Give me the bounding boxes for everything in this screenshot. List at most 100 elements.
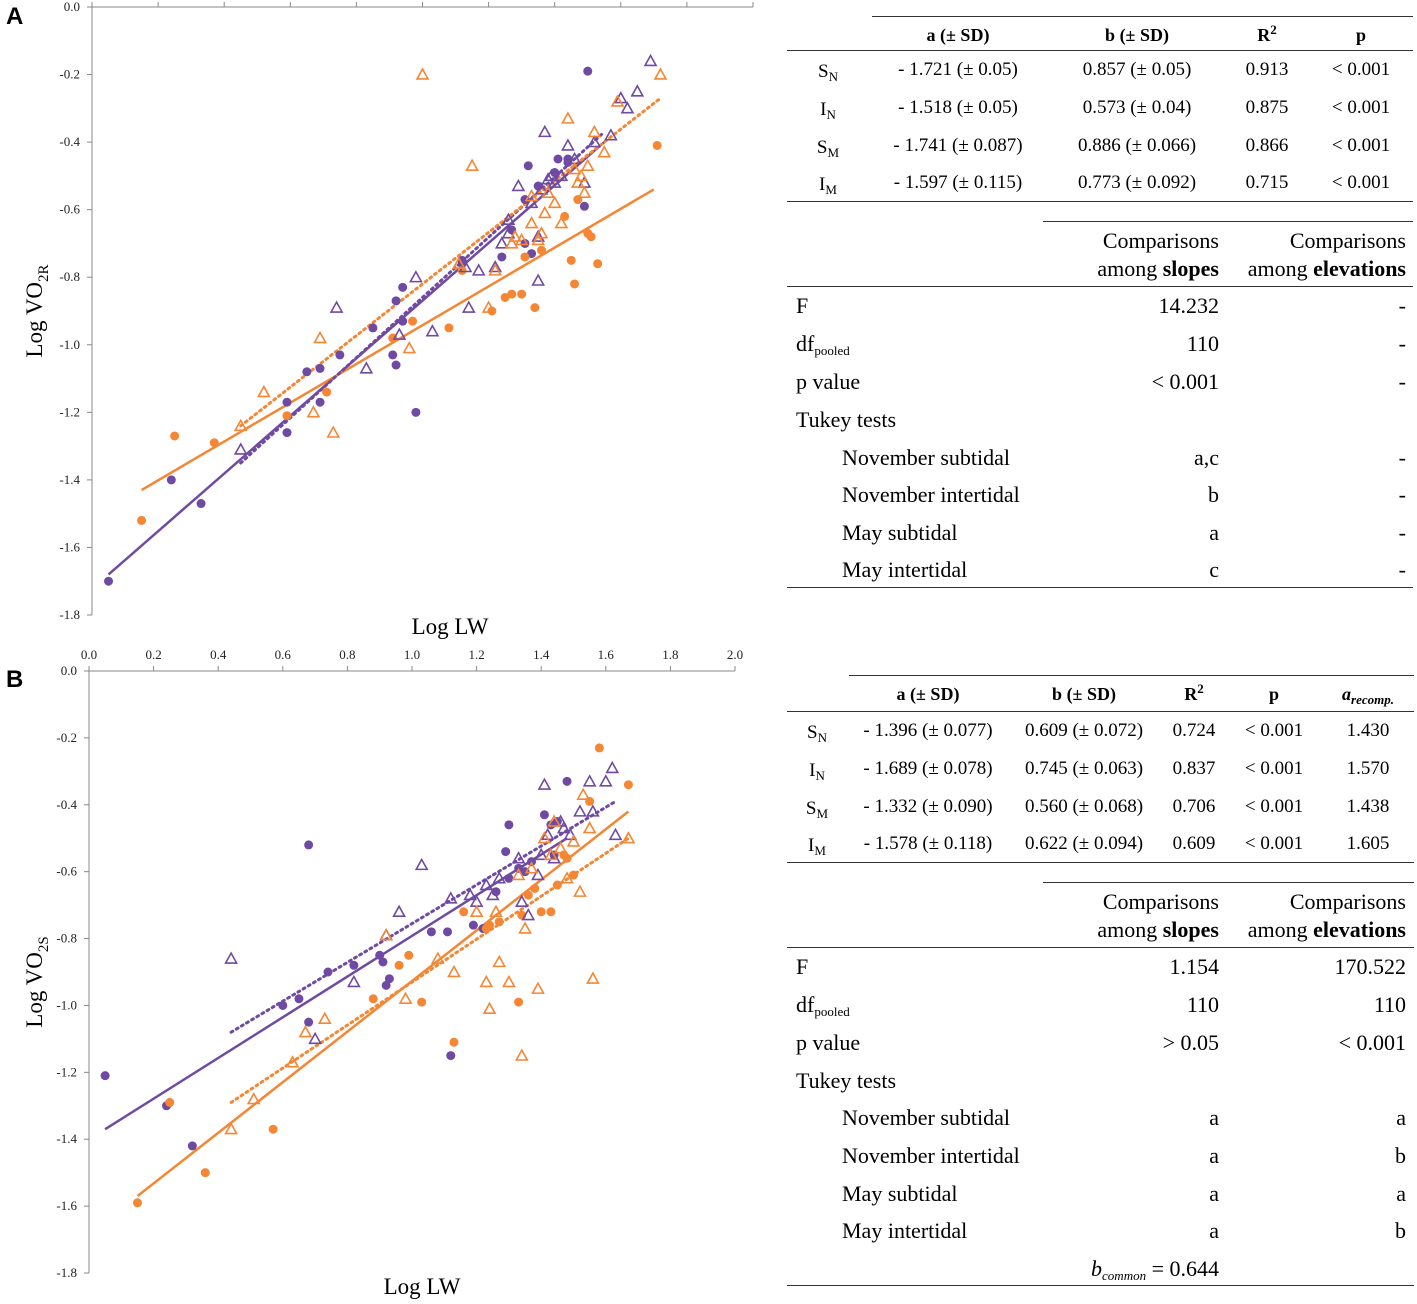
data-point: [349, 960, 359, 970]
cell-r2: 0.866: [1245, 135, 1289, 156]
data-point: [166, 475, 176, 485]
data-point: [100, 1071, 110, 1081]
data-point: [306, 405, 321, 418]
data-point: [398, 991, 413, 1004]
data-point: [534, 182, 549, 195]
x-tick-label: 0.8: [339, 647, 355, 662]
data-point: [643, 53, 658, 67]
data-point: [489, 904, 503, 917]
data-point: [583, 66, 593, 76]
y-tick-label: 0.0: [61, 663, 77, 678]
tukey-slopes: a,c: [1193, 445, 1219, 470]
data-point: [447, 964, 461, 978]
data-point: [488, 263, 503, 276]
data-point: [523, 161, 533, 171]
data-point: [598, 774, 613, 787]
data-point: [224, 951, 238, 964]
data-point: [384, 974, 394, 984]
tukey-elevations: a: [1396, 1105, 1406, 1130]
fit-line: [136, 810, 630, 1198]
data-point: [570, 175, 585, 188]
data-point: [573, 884, 587, 897]
x-tick-label: 1.6: [598, 647, 615, 662]
data-point: [388, 350, 398, 360]
data-point: [459, 907, 469, 917]
data-point: [323, 967, 333, 977]
cell-a: - 1.518 (± 0.05): [898, 97, 1018, 118]
data-point: [426, 927, 436, 937]
data-point: [282, 411, 292, 421]
cell-a: - 1.721 (± 0.05): [898, 59, 1018, 80]
data-point: [537, 831, 552, 844]
header-r2: R2: [1257, 22, 1277, 45]
cell-a-recomp: 1.605: [1346, 833, 1390, 854]
data-point: [576, 787, 591, 800]
comparisons-elevations-header: Comparisons among elevations: [1247, 889, 1406, 942]
data-point: [520, 238, 530, 248]
y-axis-label: Log VO2R: [22, 264, 52, 357]
data-point: [500, 292, 510, 302]
data-point: [482, 1001, 497, 1014]
data-point: [507, 289, 517, 299]
df-elevations: -: [1398, 331, 1406, 356]
data-point: [392, 904, 406, 917]
data-point: [282, 428, 292, 438]
data-point: [104, 576, 114, 586]
data-point: [394, 960, 404, 970]
y-axis-label: Log VO2S: [22, 936, 52, 1027]
data-point: [285, 1055, 300, 1068]
fit-line: [229, 836, 630, 1104]
fit-line: [239, 130, 606, 465]
fit-line: [104, 837, 568, 1131]
data-point: [531, 229, 546, 242]
tukey-slopes: a: [1209, 1181, 1219, 1206]
y-tick-label: -1.6: [59, 539, 80, 554]
data-point: [563, 827, 578, 841]
data-point: [298, 1025, 313, 1038]
data-point: [514, 894, 529, 907]
data-point: [553, 154, 563, 164]
f-slopes: 14.232: [1158, 293, 1220, 318]
x-tick-label: 2.0: [727, 647, 743, 662]
data-point: [608, 827, 623, 841]
data-point: [501, 226, 516, 239]
data-point: [347, 974, 361, 988]
data-point: [170, 431, 180, 441]
cell-b: 0.609 (± 0.072): [1024, 720, 1144, 741]
data-point: [544, 168, 559, 182]
x-tick-label: 1.8: [662, 647, 678, 662]
data-point: [530, 303, 540, 313]
cell-b: 0.560 (± 0.068): [1024, 796, 1144, 817]
data-point: [610, 94, 625, 107]
cell-r2: 0.875: [1245, 97, 1289, 118]
cell-b: 0.622 (± 0.094): [1024, 833, 1144, 854]
data-point: [504, 820, 514, 830]
cell-a: - 1.578 (± 0.118): [863, 833, 993, 854]
tukey-slopes: a: [1209, 1218, 1219, 1243]
comparisons-slopes-header: Comparisons among slopes: [1097, 889, 1219, 942]
data-point: [652, 140, 662, 150]
data-point: [313, 330, 327, 344]
data-point: [398, 282, 408, 292]
data-point: [468, 920, 478, 930]
data-point: [541, 185, 555, 198]
data-point: [308, 1031, 322, 1045]
data-point: [315, 397, 325, 407]
data-point: [586, 971, 600, 984]
tukey-elevations: -: [1398, 482, 1406, 507]
y-tick-label: -0.2: [56, 730, 77, 745]
data-point: [547, 175, 562, 188]
tukey-elevations: b: [1395, 1143, 1406, 1168]
header-b: b (± SD): [1052, 684, 1116, 704]
tukey-slopes: b: [1208, 482, 1219, 507]
cell-b: 0.857 (± 0.05): [1082, 59, 1192, 80]
data-point: [425, 324, 440, 337]
data-point: [443, 927, 453, 937]
comparisons-slopes-header: Comparisons among slopes: [1097, 228, 1219, 281]
data-point: [504, 236, 519, 249]
data-point: [511, 178, 526, 192]
y-tick-label: -0.8: [56, 931, 77, 946]
data-point: [322, 387, 332, 397]
x-tick-label: 0.0: [81, 647, 97, 662]
x-tick-label: 0.4: [210, 647, 227, 662]
